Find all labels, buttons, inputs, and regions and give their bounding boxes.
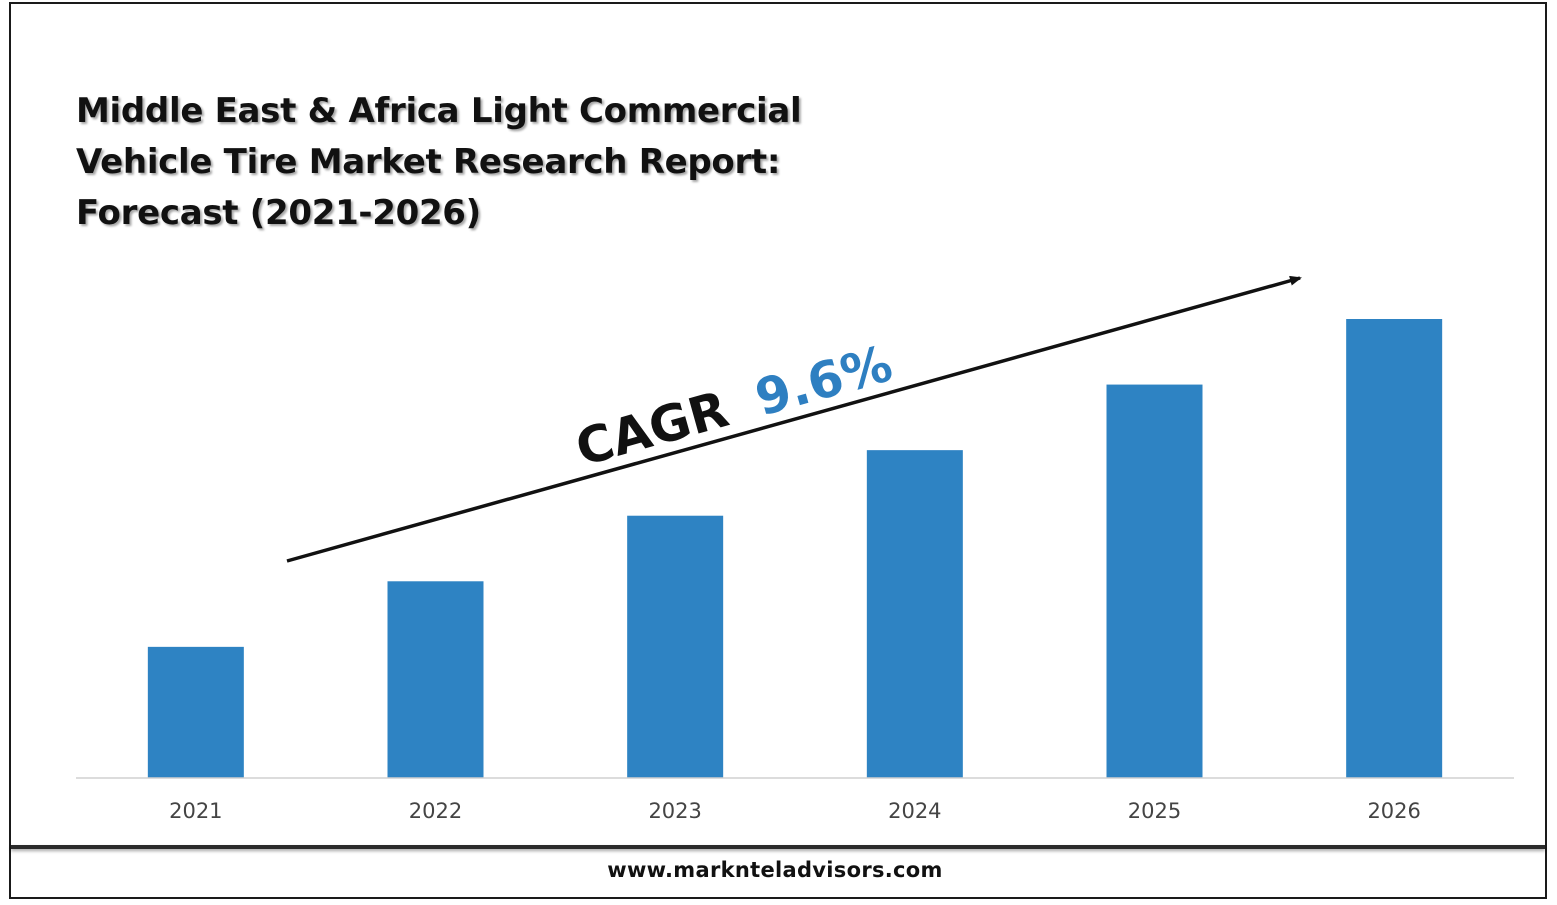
cagr-trend-arrow: [286, 275, 1302, 563]
x-tick-label-2023: 2023: [648, 799, 701, 823]
chart-frame: [9, 2, 1547, 899]
bar-2025: [1106, 384, 1203, 778]
x-tick-label-2025: 2025: [1128, 799, 1181, 823]
title-line-3: Forecast (2021-2026): [76, 193, 481, 233]
bar-2022: [387, 581, 484, 778]
bars-layer: [147, 319, 1443, 778]
title-line-1: Middle East & Africa Light Commercial: [76, 91, 802, 131]
cagr-value: 9.6%: [749, 334, 898, 427]
cagr-annotation: CAGR 9.6%: [570, 334, 899, 477]
bar-2026: [1346, 319, 1443, 778]
bar-2023: [627, 515, 724, 778]
x-tick-labels: 2021 2022 2023 2024 2025 2026: [169, 799, 1421, 823]
cagr-label: CAGR: [570, 380, 735, 478]
x-tick-label-2024: 2024: [888, 799, 941, 823]
chart-title: Middle East & Africa Light Commercial Ve…: [76, 86, 876, 239]
bar-2021: [147, 646, 244, 778]
x-tick-label-2026: 2026: [1367, 799, 1420, 823]
title-line-2: Vehicle Tire Market Research Report:: [76, 142, 781, 182]
footer-divider: [11, 845, 1545, 849]
bar-2024: [866, 450, 963, 778]
x-tick-label-2021: 2021: [169, 799, 222, 823]
footer-website: www.marknteladvisors.com: [607, 858, 943, 882]
x-tick-label-2022: 2022: [409, 799, 462, 823]
